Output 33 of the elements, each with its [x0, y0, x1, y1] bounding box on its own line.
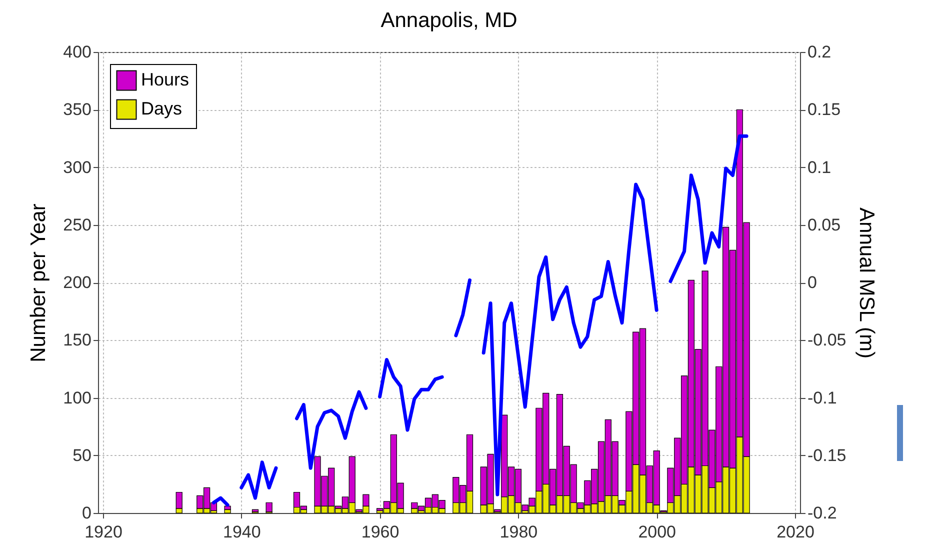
- legend-label: Hours: [141, 70, 190, 90]
- y-tick-label: 100: [63, 388, 92, 408]
- y2-tick-label: 0.1: [808, 158, 832, 177]
- y-tick-label: 0: [82, 504, 92, 522]
- x-tick-label: 2000: [638, 522, 676, 542]
- y2-tick-label: -0.15: [808, 446, 846, 465]
- y-tick-label: 350: [63, 100, 92, 120]
- y2-tick-label: 0.15: [808, 100, 841, 120]
- x-tick-label: 1920: [84, 522, 122, 542]
- x-tick-label: 2020: [776, 522, 814, 542]
- y-tick-label: 200: [63, 273, 92, 292]
- y-tick-label: 300: [63, 158, 92, 177]
- y-tick-label: 50: [72, 446, 92, 465]
- bar: [252, 509, 259, 512]
- y2-axis-title: Annual MSL (m): [855, 208, 878, 358]
- x-tick-label: 1980: [500, 522, 538, 542]
- bar: [266, 502, 272, 512]
- legend-label: Days: [141, 98, 182, 118]
- bar: [224, 509, 231, 514]
- bar: [224, 506, 231, 510]
- y2-tick-label: -0.1: [808, 388, 837, 408]
- y2-tick-label: -0.2: [808, 504, 837, 522]
- y2-tick-label: 0.05: [808, 215, 841, 234]
- y-tick-label: 400: [63, 42, 92, 62]
- chart-title: Annapolis, MD: [380, 9, 518, 32]
- y2-tick-label: 0: [808, 273, 817, 292]
- y-axis-title: Number per Year: [27, 204, 50, 362]
- y-tick-label: 150: [63, 330, 92, 350]
- y2-tick-label: -0.05: [808, 330, 846, 350]
- x-tick-label: 1940: [222, 522, 261, 542]
- y2-tick-label: 0.2: [808, 42, 832, 62]
- y-tick-label: 250: [63, 215, 92, 234]
- x-tick-label: 1960: [361, 522, 400, 542]
